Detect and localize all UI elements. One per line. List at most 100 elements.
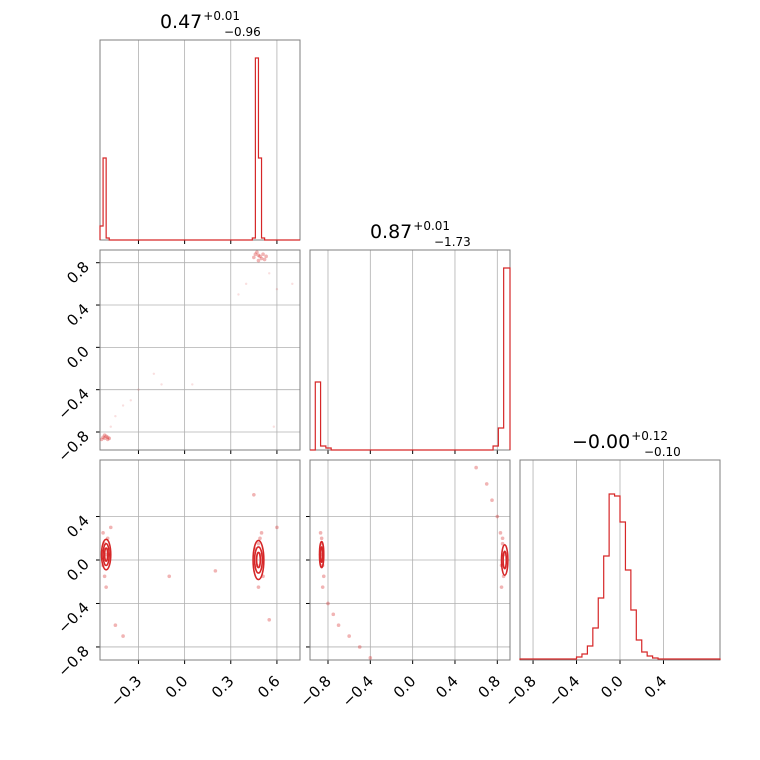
- y-tick-label: −0.4: [54, 385, 92, 423]
- scatter-point: [275, 287, 279, 291]
- title-median: 0.87: [370, 221, 412, 243]
- y-tick-label: 0.0: [63, 342, 93, 372]
- contour-level: [502, 550, 508, 570]
- scatter-point: [244, 282, 248, 286]
- scatter-point: [484, 482, 489, 486]
- scatter-point: [253, 252, 258, 257]
- scatter-point: [490, 498, 494, 503]
- contour-level: [102, 542, 111, 567]
- scatter-point: [474, 465, 478, 470]
- scatter-point: [152, 372, 156, 376]
- scatter-point: [114, 414, 117, 418]
- title-minus-1: −1.73: [434, 235, 471, 249]
- title-plus: +0.01: [413, 219, 450, 233]
- scatter-point: [252, 255, 256, 260]
- scatter-point: [256, 541, 261, 546]
- x-tick-label: −0.4: [545, 672, 583, 710]
- panel-frame: [99, 249, 301, 451]
- scatter-point: [336, 623, 341, 628]
- title-param-0: 0.47+0.01: [160, 9, 240, 33]
- scatter-point: [105, 437, 110, 442]
- scatter-point: [113, 623, 118, 628]
- scatter-point: [258, 254, 262, 259]
- scatter-point: [129, 399, 132, 402]
- scatter-point: [500, 536, 505, 541]
- scatter-point: [275, 525, 279, 530]
- panel-1-1: [309, 249, 511, 454]
- title-param-2: −0.00+0.12: [572, 429, 668, 453]
- scatter-point: [105, 435, 110, 440]
- title-plus: +0.12: [631, 429, 668, 443]
- contour-level: [319, 546, 324, 563]
- scatter-point: [252, 492, 256, 497]
- panel-2-0: [96, 459, 301, 664]
- y-tick-label: −0.8: [54, 642, 92, 680]
- scatter-point: [272, 425, 276, 428]
- x-tick-label: 0.4: [641, 672, 671, 702]
- scatter-point: [291, 282, 294, 286]
- scatter-point: [499, 585, 504, 589]
- x-tick-label: 0.6: [254, 672, 284, 702]
- scatter-point: [357, 645, 362, 649]
- scatter-point: [256, 253, 261, 258]
- scatter-point: [137, 388, 140, 391]
- scatter-point: [267, 617, 272, 622]
- x-tick-label: −0.8: [296, 672, 334, 710]
- scatter-point: [237, 293, 240, 296]
- panel-frame: [99, 459, 301, 661]
- scatter-point: [256, 258, 261, 263]
- scatter-point: [259, 256, 264, 261]
- contour-level: [500, 543, 509, 577]
- scatter-point: [191, 383, 194, 386]
- x-tick-label: −0.3: [107, 672, 145, 710]
- scatter-point: [213, 569, 218, 573]
- scatter-point: [318, 531, 323, 535]
- title-plus: +0.01: [203, 9, 240, 23]
- x-tick-label: 0.4: [432, 672, 462, 702]
- scatter-point: [495, 514, 500, 519]
- scatter-point: [121, 634, 125, 638]
- scatter-point: [261, 252, 265, 257]
- scatter-point: [101, 435, 105, 440]
- y-tick-label: 0.4: [63, 512, 93, 542]
- scatter-point: [99, 437, 104, 442]
- contour-level: [318, 540, 325, 569]
- title-minus-2: −0.10: [644, 445, 681, 459]
- x-tick-label: 0.0: [162, 672, 192, 702]
- histogram-0: [99, 57, 300, 241]
- scatter-point: [258, 536, 262, 541]
- panel-1-0: [96, 249, 301, 454]
- scatter-point: [498, 531, 503, 535]
- histogram-2: [519, 493, 721, 660]
- panel-frame: [519, 459, 721, 661]
- scatter-point: [256, 585, 261, 589]
- x-tick-label: −0.8: [501, 672, 539, 710]
- y-tick-label: −0.4: [54, 599, 92, 637]
- x-tick-label: 0.0: [597, 672, 627, 702]
- contour-level: [100, 538, 112, 571]
- scatter-point: [259, 531, 264, 535]
- scatter-point: [319, 536, 324, 541]
- panel-frame: [99, 39, 301, 241]
- scatter-point: [347, 634, 351, 638]
- x-tick-label: 0.8: [475, 672, 505, 702]
- x-tick-label: 0.0: [390, 672, 420, 702]
- scatter-point: [255, 250, 259, 254]
- scatter-point: [121, 404, 125, 407]
- scatter-point: [102, 574, 107, 579]
- y-tick-label: 0.8: [63, 258, 93, 288]
- scatter-point: [102, 433, 107, 437]
- contour-level: [103, 547, 109, 562]
- scatter-point: [102, 436, 107, 441]
- scatter-point: [109, 425, 112, 428]
- scatter-point: [321, 574, 326, 579]
- scatter-point: [331, 612, 336, 617]
- panel-2-2: [519, 459, 721, 664]
- scatter-point: [264, 254, 268, 259]
- title-minus-0: −0.96: [224, 25, 261, 39]
- scatter-point: [167, 574, 172, 579]
- scatter-point: [104, 585, 108, 589]
- scatter-point: [268, 272, 271, 275]
- contour-level: [252, 539, 265, 581]
- panel-frame: [309, 459, 511, 661]
